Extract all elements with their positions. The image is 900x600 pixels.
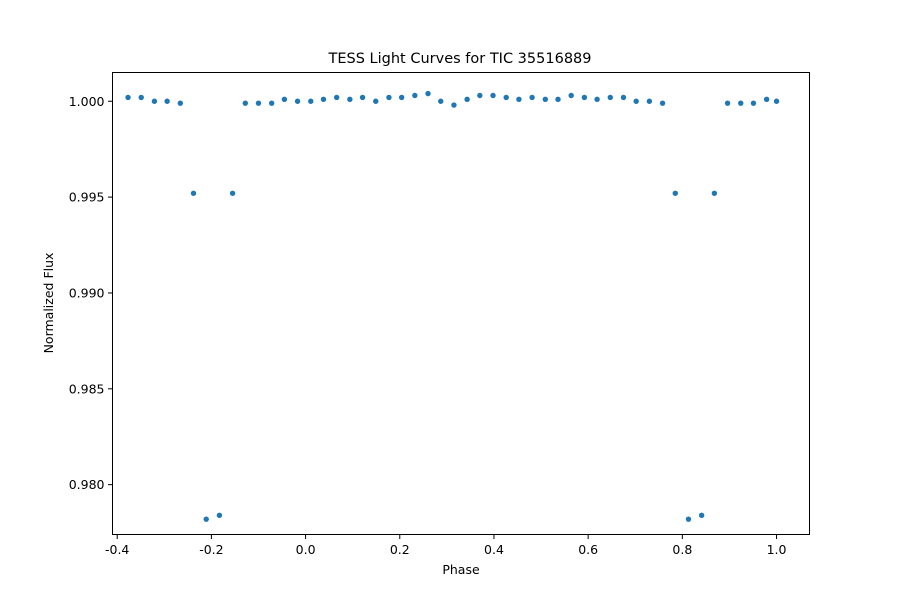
y-tick-label: 0.980 xyxy=(69,477,105,492)
data-point xyxy=(659,100,666,106)
y-tick-label: 0.985 xyxy=(69,381,105,396)
data-point xyxy=(386,94,392,101)
data-point xyxy=(594,96,600,103)
data-point xyxy=(685,516,692,522)
data-point xyxy=(308,98,314,104)
data-point xyxy=(359,94,366,101)
x-tick-label: 0.6 xyxy=(578,542,598,557)
x-axis-ticks: -0.4 -0.2 0.0 0.2 0.4 0.6 0.8 1.0 xyxy=(105,534,787,557)
data-point xyxy=(750,100,757,106)
data-point xyxy=(568,92,574,99)
data-point xyxy=(190,190,197,196)
data-point xyxy=(516,96,522,103)
data-point xyxy=(555,96,561,103)
data-point xyxy=(281,96,288,103)
data-point xyxy=(438,98,444,104)
data-point xyxy=(711,190,718,196)
data-point xyxy=(477,92,483,99)
data-point xyxy=(724,100,731,106)
x-tick-label: 0.2 xyxy=(390,542,410,557)
data-point xyxy=(398,94,405,101)
data-point xyxy=(490,92,496,99)
x-tick-label: -0.2 xyxy=(199,542,223,557)
data-points xyxy=(125,90,780,522)
y-axis-ticks: 0.980 0.985 0.990 0.995 1.000 xyxy=(69,94,113,492)
data-point xyxy=(320,96,327,103)
data-point xyxy=(503,94,509,101)
data-point xyxy=(412,92,418,99)
data-point xyxy=(464,96,470,103)
x-tick-label: 0.8 xyxy=(672,542,692,557)
data-point xyxy=(255,100,262,106)
data-point xyxy=(529,94,535,101)
data-point xyxy=(216,512,223,519)
data-point xyxy=(138,94,144,101)
y-axis-label: Normalized Flux xyxy=(41,253,56,354)
x-tick-label: 0.4 xyxy=(484,542,504,557)
data-point xyxy=(738,100,744,106)
y-tick-label: 0.995 xyxy=(69,190,105,205)
chart-title: TESS Light Curves for TIC 35516889 xyxy=(328,51,592,67)
data-point xyxy=(177,100,184,106)
data-point xyxy=(607,94,613,101)
data-point xyxy=(451,102,457,108)
x-tick-label: 0.0 xyxy=(296,542,316,557)
data-point xyxy=(646,98,653,104)
data-point xyxy=(203,516,209,522)
x-tick-label: 1.0 xyxy=(767,542,787,557)
data-point xyxy=(763,96,770,103)
data-point xyxy=(425,90,431,97)
data-point xyxy=(581,94,588,101)
data-point xyxy=(773,98,780,104)
data-point xyxy=(672,190,678,196)
data-point xyxy=(268,100,275,106)
data-point xyxy=(542,96,548,103)
x-axis-label: Phase xyxy=(442,562,480,577)
data-point xyxy=(294,98,301,104)
data-point xyxy=(151,98,158,104)
data-point xyxy=(242,100,249,106)
data-point xyxy=(333,94,340,101)
data-point xyxy=(347,96,353,103)
y-tick-label: 1.000 xyxy=(69,94,105,109)
x-tick-label: -0.4 xyxy=(105,542,129,557)
data-point xyxy=(373,98,379,104)
data-point xyxy=(125,94,131,101)
data-point xyxy=(229,190,236,196)
plot-frame xyxy=(112,72,810,535)
data-point xyxy=(620,94,627,101)
data-point xyxy=(698,512,705,519)
data-point xyxy=(633,98,639,104)
y-tick-label: 0.990 xyxy=(69,285,105,300)
data-point xyxy=(164,98,170,104)
